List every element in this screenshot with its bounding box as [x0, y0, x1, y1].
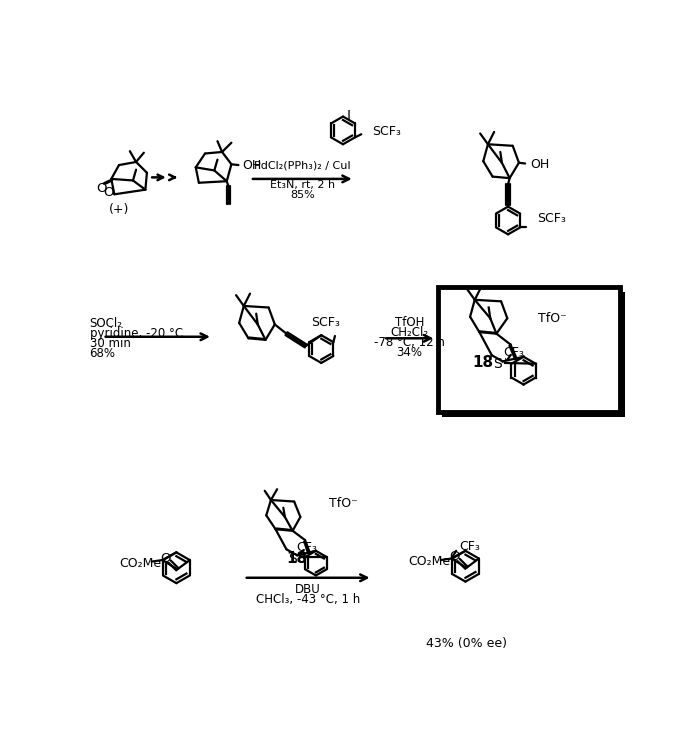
Text: PdCl₂(PPh₃)₂ / CuI: PdCl₂(PPh₃)₂ / CuI	[254, 160, 351, 170]
Text: 85%: 85%	[290, 191, 315, 200]
Text: CF₃: CF₃	[459, 540, 480, 553]
Text: SOCl₂: SOCl₂	[89, 317, 123, 330]
Text: O: O	[97, 182, 107, 196]
Text: OH: OH	[530, 158, 549, 171]
Text: TfOH: TfOH	[395, 316, 424, 329]
Text: 43% (0% ee): 43% (0% ee)	[426, 637, 507, 650]
Text: I: I	[347, 108, 351, 123]
Text: SCF₃: SCF₃	[311, 316, 340, 328]
Text: O: O	[103, 186, 113, 200]
Bar	[438, 288, 621, 412]
Text: SCF₃: SCF₃	[372, 125, 401, 138]
Text: OH: OH	[242, 160, 262, 172]
Text: -78 °C, 12 h: -78 °C, 12 h	[374, 337, 445, 349]
Text: 30 min: 30 min	[89, 337, 131, 350]
Text: 18: 18	[472, 355, 493, 370]
Text: 34%: 34%	[396, 346, 423, 359]
Text: SCF₃: SCF₃	[537, 212, 566, 225]
Text: 18: 18	[287, 551, 308, 566]
Text: 68%: 68%	[89, 347, 116, 360]
Text: Et₃N, rt, 2 h: Et₃N, rt, 2 h	[270, 180, 335, 190]
Text: CF₃: CF₃	[503, 346, 524, 358]
Text: TfO⁻: TfO⁻	[329, 496, 357, 510]
Text: CO₂Me: CO₂Me	[409, 555, 451, 568]
Text: (+): (+)	[109, 203, 129, 216]
Text: CHCl₃, -43 °C, 1 h: CHCl₃, -43 °C, 1 h	[256, 593, 360, 606]
Text: CO₂Me: CO₂Me	[119, 556, 162, 569]
Text: CH₂Cl₂: CH₂Cl₂	[391, 326, 429, 340]
Text: TfO⁻: TfO⁻	[538, 312, 567, 325]
Bar	[443, 292, 625, 417]
Text: O: O	[450, 550, 460, 563]
Text: DBU: DBU	[295, 583, 321, 596]
Text: S⁺: S⁺	[288, 551, 304, 566]
Text: pyridine, -20 °C: pyridine, -20 °C	[89, 328, 183, 340]
Text: S⁺: S⁺	[493, 358, 509, 371]
Text: O: O	[161, 552, 171, 565]
Text: CF₃: CF₃	[296, 541, 317, 554]
